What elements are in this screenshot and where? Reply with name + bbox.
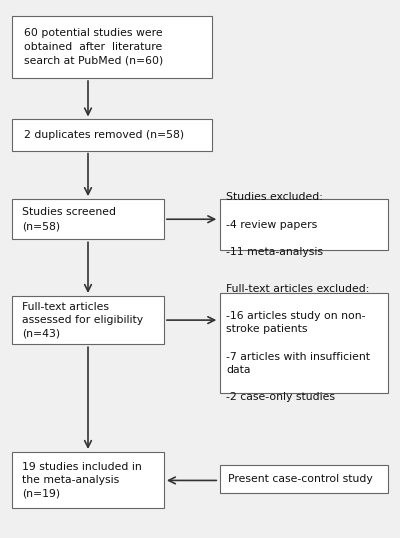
Text: Studies screened
(n=58): Studies screened (n=58) [22, 208, 116, 231]
Text: 60 potential studies were
obtained  after  literature
search at PubMed (n=60): 60 potential studies were obtained after… [24, 29, 163, 66]
FancyBboxPatch shape [12, 199, 164, 239]
FancyBboxPatch shape [220, 293, 388, 393]
FancyBboxPatch shape [12, 296, 164, 344]
Text: 2 duplicates removed (n=58): 2 duplicates removed (n=58) [24, 130, 184, 140]
Text: Full-text articles
assessed for eligibility
(n=43): Full-text articles assessed for eligibil… [22, 301, 143, 339]
Text: Full-text articles excluded:

-16 articles study on non-
stroke patients

-7 art: Full-text articles excluded: -16 article… [226, 284, 370, 402]
FancyBboxPatch shape [12, 119, 212, 151]
Text: 19 studies included in
the meta-analysis
(n=19): 19 studies included in the meta-analysis… [22, 462, 142, 499]
FancyBboxPatch shape [12, 16, 212, 78]
FancyBboxPatch shape [12, 452, 164, 508]
FancyBboxPatch shape [220, 465, 388, 493]
FancyBboxPatch shape [220, 199, 388, 250]
Text: Present case-control study: Present case-control study [228, 475, 373, 484]
Text: Studies excluded:

-4 review papers

-11 meta-analysis: Studies excluded: -4 review papers -11 m… [226, 193, 323, 257]
